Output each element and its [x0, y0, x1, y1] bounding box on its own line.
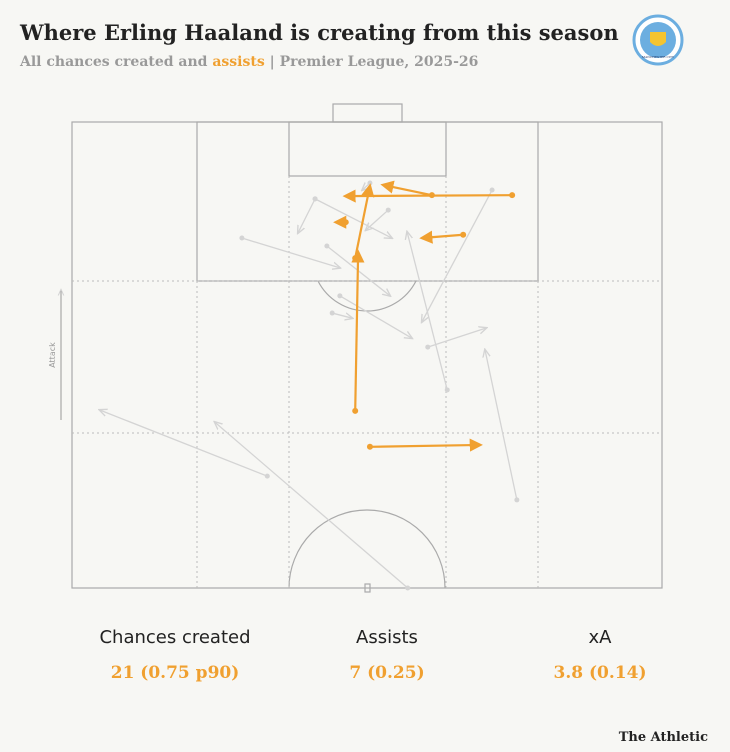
chance-arrow [427, 328, 486, 348]
direction-label: Attack [48, 342, 57, 368]
club-logo: MANCHESTER CITY [632, 14, 684, 66]
assist-origin [342, 219, 349, 226]
chance-origin [264, 473, 270, 479]
title: Where Erling Haaland is creating from th… [19, 20, 619, 45]
chance-origin [425, 344, 431, 350]
chance-arrow [298, 198, 316, 233]
chance-origin [239, 235, 245, 241]
chance-arrow [100, 410, 268, 477]
stat-value: 7 (0.25) [349, 663, 424, 683]
stat-value: 21 (0.75 p90) [111, 663, 240, 683]
assist-arrow [354, 183, 375, 259]
assist-arrow [380, 180, 433, 197]
stat-label: xA [589, 627, 613, 648]
chance-origin [337, 293, 343, 299]
stat-label: Chances created [99, 627, 250, 648]
assist-origin [352, 407, 359, 414]
assist-origin [428, 192, 435, 199]
brand: The Athletic [619, 730, 708, 745]
chance-origin [489, 187, 495, 193]
chance-arrow [339, 295, 412, 338]
chance-origin [367, 180, 373, 186]
chance-arrow [407, 232, 448, 391]
subtitle-part: | Premier League, 2025-26 [265, 54, 479, 70]
assist-origin [366, 443, 373, 450]
chance-arrow [485, 350, 518, 501]
chance-origin [385, 207, 391, 213]
stat-value: 3.8 (0.14) [554, 663, 647, 683]
chance-arrow [215, 422, 409, 589]
assist-arrow [369, 438, 483, 452]
chance-arrow [314, 198, 392, 238]
chance-origin [444, 387, 450, 393]
assist-arrow [351, 249, 365, 411]
chance-origin [405, 585, 411, 591]
chance-origin [329, 310, 335, 316]
logo-text: MANCHESTER CITY [642, 55, 674, 59]
assist-origin [460, 231, 467, 238]
chance-origin [514, 497, 520, 503]
subtitle-highlight: assists [212, 54, 265, 70]
stat-label: Assists [356, 627, 418, 648]
chance-arrow [241, 237, 340, 268]
assist-origin [509, 192, 516, 199]
chance-origin [324, 243, 330, 249]
chance-arrow [422, 189, 493, 322]
subtitle: All chances created and assists | Premie… [19, 54, 478, 70]
assist-arrow [419, 230, 464, 244]
chance-arrow [332, 313, 352, 318]
chance-origin [312, 196, 318, 202]
pitch: Attack [48, 103, 663, 593]
assist-origin [352, 255, 359, 262]
subtitle-part: All chances created and [19, 54, 212, 70]
